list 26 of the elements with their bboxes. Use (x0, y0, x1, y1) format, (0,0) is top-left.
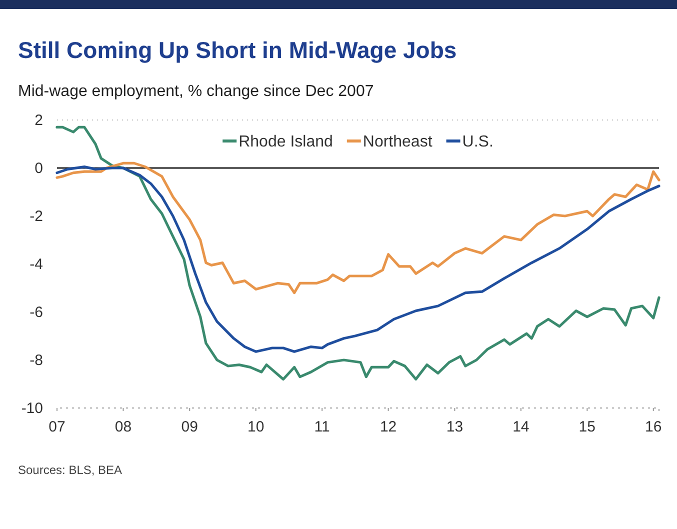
source-note: Sources: BLS, BEA (18, 463, 122, 477)
y-tick-label: -6 (30, 304, 43, 321)
x-tick-label: 10 (248, 418, 264, 436)
y-tick-label: -10 (21, 400, 43, 417)
x-tick-label: 11 (314, 418, 330, 436)
x-tick-label: 08 (114, 418, 132, 436)
legend-label: U.S. (462, 134, 494, 150)
x-tick-label: 07 (48, 418, 66, 436)
y-tick-label: -2 (30, 208, 43, 225)
x-tick-label: 15 (578, 418, 596, 436)
chart-title: Still Coming Up Short in Mid-Wage Jobs (18, 37, 457, 63)
y-tick-label: -8 (30, 352, 43, 369)
line-series (56, 126, 660, 380)
x-tick-label: 16 (645, 418, 662, 436)
y-tick-label: 0 (34, 160, 43, 177)
line-series (56, 162, 660, 294)
y-tick-label: 2 (34, 112, 43, 129)
line-series (56, 166, 660, 353)
chart-subtitle: Mid-wage employment, % change since Dec 2007 (18, 83, 374, 100)
x-tick-label: 09 (181, 418, 198, 436)
x-tick-label: 13 (446, 418, 464, 436)
legend-label: Rhode Island (238, 134, 333, 150)
x-tick-label: 12 (380, 418, 397, 436)
legend-label: Northeast (362, 134, 433, 150)
x-tick-label: 14 (512, 418, 530, 436)
y-tick-label: -4 (30, 256, 43, 273)
